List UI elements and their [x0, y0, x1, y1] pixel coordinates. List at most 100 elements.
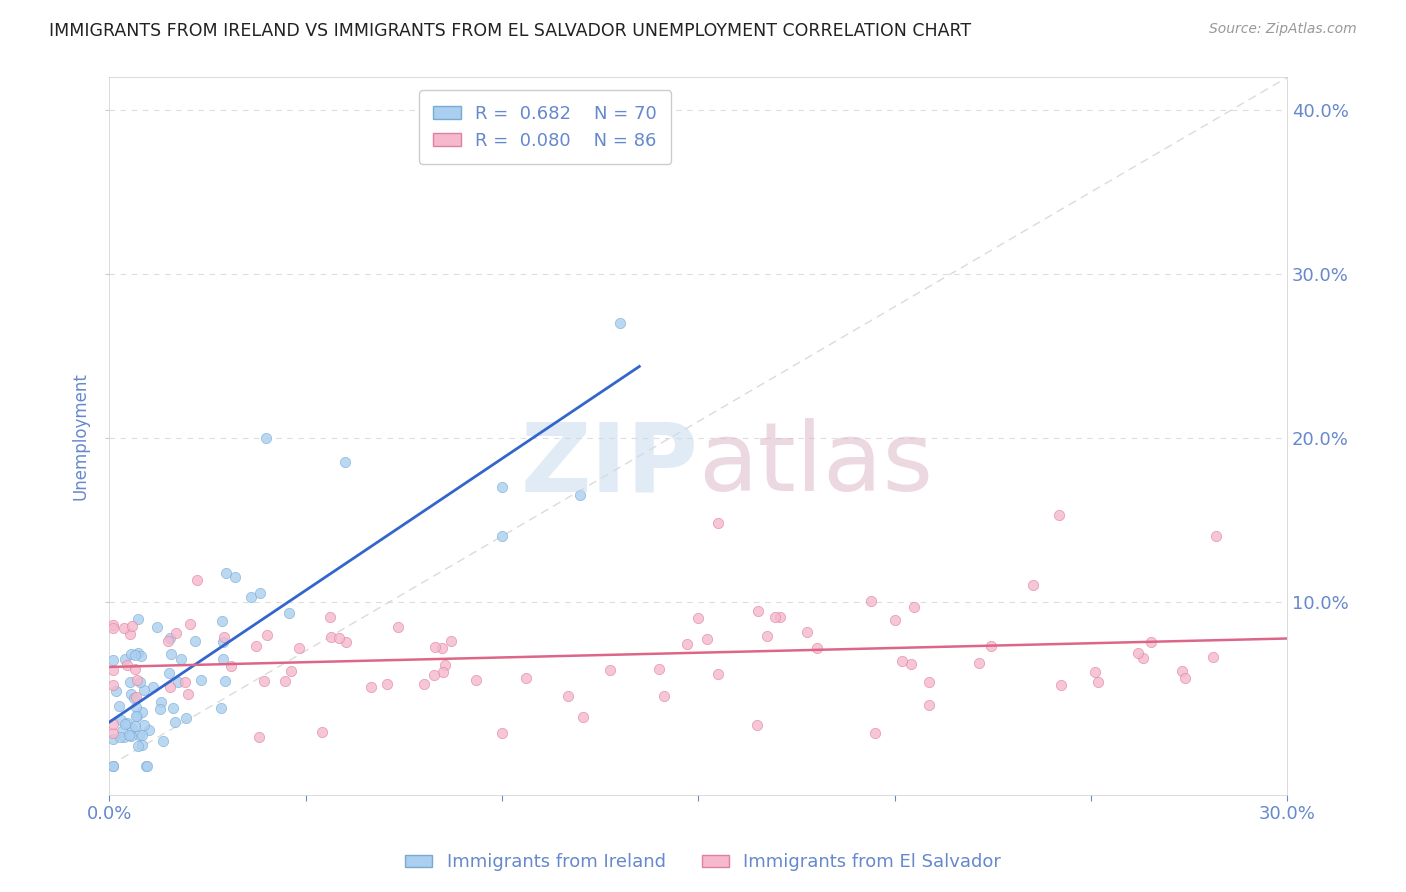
Point: [115, 715, 138, 730]
Point: [696, 632, 718, 647]
Point: [124, 718, 146, 732]
Point: [138, 723, 160, 738]
Point: [515, 672, 537, 686]
Point: [118, 729, 141, 743]
Point: [274, 673, 297, 688]
Point: [131, 728, 153, 742]
Point: [152, 734, 174, 748]
Point: [432, 640, 454, 655]
Point: [135, 758, 157, 772]
Point: [129, 648, 152, 663]
Point: [980, 639, 1002, 653]
Point: [120, 687, 142, 701]
Point: [890, 655, 912, 669]
Point: [110, 713, 132, 727]
Point: [135, 758, 157, 772]
Point: [105, 684, 128, 698]
Point: [173, 674, 195, 689]
Point: [174, 711, 197, 725]
Point: [967, 657, 990, 671]
Point: [387, 620, 409, 634]
Point: [125, 708, 148, 723]
Point: [321, 630, 343, 644]
Y-axis label: Unemployment: Unemployment: [72, 372, 89, 500]
Point: [219, 658, 242, 673]
Point: [125, 709, 148, 723]
Point: [159, 680, 181, 694]
Point: [239, 590, 262, 604]
Point: [707, 516, 730, 530]
Point: [107, 698, 129, 713]
Point: [491, 726, 513, 740]
Point: [1047, 508, 1070, 522]
Point: [103, 653, 125, 667]
Point: [103, 731, 125, 746]
Point: [103, 726, 125, 740]
Point: [763, 610, 786, 624]
Point: [278, 606, 301, 620]
Point: [335, 635, 357, 649]
Point: [111, 724, 134, 739]
Point: [1140, 635, 1163, 649]
Legend: R =  0.682    N = 70, R =  0.080    N = 86: R = 0.682 N = 70, R = 0.080 N = 86: [419, 90, 671, 164]
Point: [806, 640, 828, 655]
Point: [903, 599, 925, 614]
Point: [569, 488, 592, 502]
Point: [170, 651, 193, 665]
Point: [142, 680, 165, 694]
Point: [676, 637, 699, 651]
Point: [103, 617, 125, 632]
Point: [1174, 671, 1197, 685]
Point: [128, 728, 150, 742]
Point: [571, 710, 593, 724]
Point: [131, 738, 153, 752]
Point: [190, 673, 212, 687]
Point: [121, 721, 143, 735]
Point: [1087, 674, 1109, 689]
Point: [254, 431, 277, 445]
Point: [159, 632, 181, 646]
Point: [112, 621, 135, 635]
Point: [609, 316, 631, 330]
Point: [124, 663, 146, 677]
Point: [211, 652, 233, 666]
Point: [900, 657, 922, 671]
Point: [648, 662, 671, 676]
Point: [599, 663, 621, 677]
Point: [184, 633, 207, 648]
Text: IMMIGRANTS FROM IRELAND VS IMMIGRANTS FROM EL SALVADOR UNEMPLOYMENT CORRELATION : IMMIGRANTS FROM IRELAND VS IMMIGRANTS FR…: [49, 22, 972, 40]
Point: [224, 569, 246, 583]
Point: [706, 667, 728, 681]
Point: [127, 739, 149, 754]
Point: [884, 613, 907, 627]
Point: [256, 628, 278, 642]
Point: [149, 702, 172, 716]
Point: [114, 716, 136, 731]
Point: [103, 758, 125, 772]
Point: [120, 729, 142, 743]
Point: [118, 674, 141, 689]
Point: [412, 677, 434, 691]
Point: [157, 665, 180, 680]
Point: [769, 610, 792, 624]
Point: [165, 626, 187, 640]
Point: [360, 680, 382, 694]
Point: [131, 706, 153, 720]
Point: [162, 701, 184, 715]
Point: [121, 619, 143, 633]
Point: [211, 614, 233, 628]
Point: [156, 634, 179, 648]
Point: [491, 480, 513, 494]
Point: [209, 701, 232, 715]
Point: [423, 668, 446, 682]
Point: [1201, 649, 1223, 664]
Point: [212, 630, 235, 644]
Point: [252, 673, 274, 688]
Point: [859, 594, 882, 608]
Point: [311, 725, 333, 739]
Point: [491, 529, 513, 543]
Point: [179, 616, 201, 631]
Point: [1126, 646, 1149, 660]
Point: [328, 631, 350, 645]
Point: [440, 633, 463, 648]
